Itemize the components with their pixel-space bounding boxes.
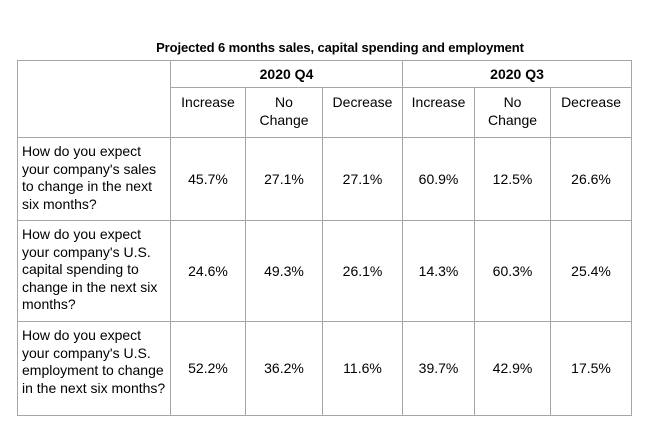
period-header-q3: 2020 Q3 xyxy=(402,60,633,88)
row-question-sales: How do you expect your company's sales t… xyxy=(17,137,171,221)
table-row: How do you expect your company's sales t… xyxy=(17,137,633,221)
projections-table: 2020 Q4 2020 Q3 Increase No Change Decrea… xyxy=(17,60,633,416)
table-cell: 49.3% xyxy=(245,220,323,322)
table-cell: 52.2% xyxy=(170,321,246,416)
table-cell: 39.7% xyxy=(402,321,476,416)
table-cell: 17.5% xyxy=(550,321,633,416)
table-cell: 45.7% xyxy=(170,137,246,221)
table-cell: 26.6% xyxy=(550,137,633,221)
column-header-decrease: Decrease xyxy=(550,87,633,138)
column-header-no-change: No Change xyxy=(245,87,323,138)
column-header-increase: Increase xyxy=(402,87,476,138)
table-cell: 60.9% xyxy=(402,137,476,221)
table-cell: 26.1% xyxy=(321,220,404,322)
table-cell: 42.9% xyxy=(474,321,552,416)
column-header-decrease: Decrease xyxy=(321,87,404,138)
table-title: Projected 6 months sales, capital spendi… xyxy=(156,40,524,55)
table-cell: 14.3% xyxy=(402,220,476,322)
table-cell: 24.6% xyxy=(170,220,246,322)
column-header-row: Increase No Change Decrease Increase No Ch… xyxy=(18,87,633,138)
table-row: How do you expect your company's U.S. em… xyxy=(17,321,633,416)
row-question-capital-spending: How do you expect your company's U.S. ca… xyxy=(17,220,171,322)
table-cell: 12.5% xyxy=(474,137,552,221)
period-header-q4: 2020 Q4 xyxy=(169,60,404,88)
period-header-row: 2020 Q4 2020 Q3 xyxy=(17,60,633,138)
table-cell: 36.2% xyxy=(245,321,323,416)
table-cell: 11.6% xyxy=(321,321,404,416)
column-header-increase: Increase xyxy=(170,87,246,138)
table-cell: 25.4% xyxy=(550,220,633,322)
corner-cell xyxy=(17,60,171,138)
table-cell: 60.3% xyxy=(474,220,552,322)
table-cell: 27.1% xyxy=(245,137,323,221)
table-cell: 27.1% xyxy=(321,137,404,221)
column-header-no-change: No Change xyxy=(474,87,552,138)
table-row: How do you expect your company's U.S. ca… xyxy=(17,220,633,322)
row-question-employment: How do you expect your company's U.S. em… xyxy=(17,321,171,416)
